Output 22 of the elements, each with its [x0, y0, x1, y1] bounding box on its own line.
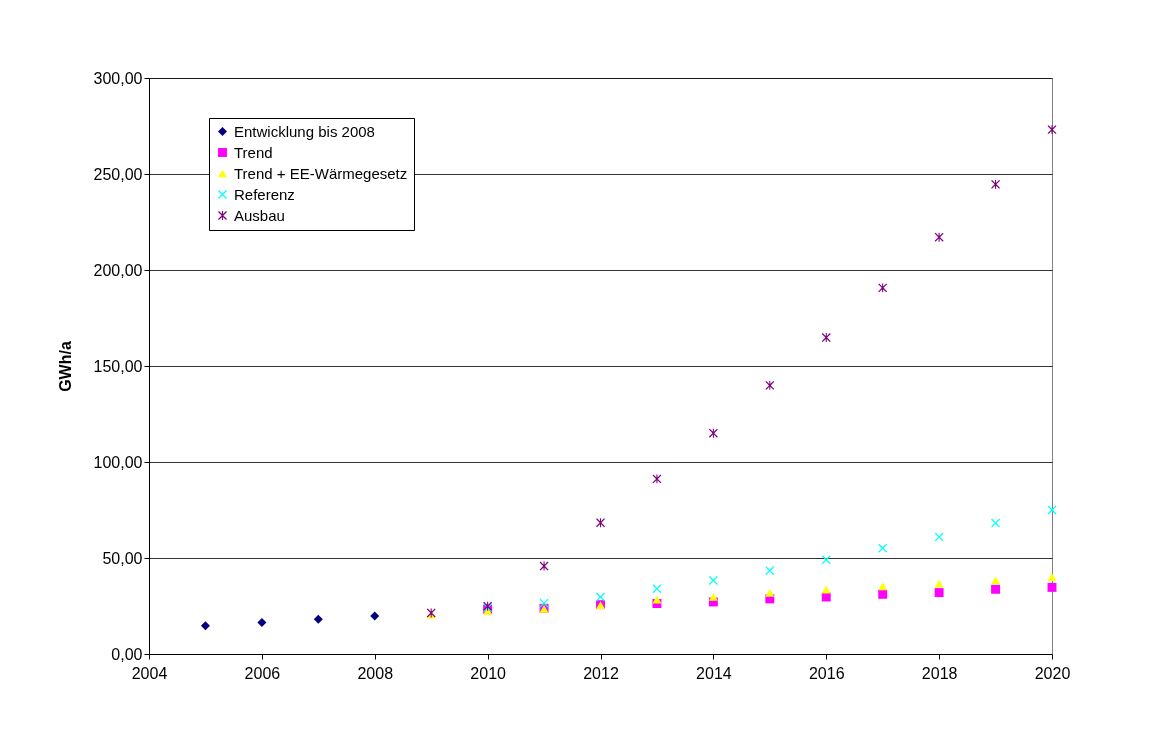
x-tick-label: 2006	[244, 664, 281, 682]
y-tick-label: 100,00	[93, 453, 143, 471]
x-tick-label: 2018	[921, 664, 958, 682]
legend-label: Entwicklung bis 2008	[234, 122, 375, 140]
y-tick-label: 150,00	[93, 357, 143, 375]
legend-label: Trend	[234, 143, 273, 161]
x-tick-label: 2004	[131, 664, 168, 682]
x-tick-label: 2020	[1034, 664, 1071, 682]
x-tick-label: 2008	[357, 664, 394, 682]
y-axis-title: GWh/a	[56, 341, 74, 392]
x-tick-label: 2010	[470, 664, 507, 682]
y-tick-label: 200,00	[93, 261, 143, 279]
y-tick-label: 50,00	[102, 549, 143, 567]
x-tick-label: 2016	[808, 664, 845, 682]
x-tick-label: 2014	[696, 664, 732, 682]
x-tick-label: 2012	[583, 664, 619, 682]
y-tick-label: 300,00	[93, 69, 143, 87]
legend-label: Ausbau	[234, 206, 285, 224]
y-tick-label: 250,00	[93, 165, 143, 183]
y-tick-label: 0,00	[111, 645, 143, 663]
legend-label: Referenz	[234, 185, 295, 203]
legend-label: Trend + EE-Wärmegesetz	[234, 164, 408, 182]
